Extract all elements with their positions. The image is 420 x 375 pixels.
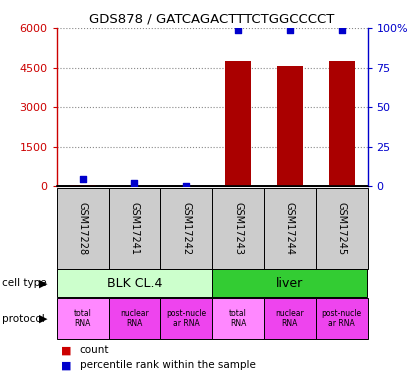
Text: nuclear
RNA: nuclear RNA xyxy=(120,309,149,328)
Text: GSM17241: GSM17241 xyxy=(129,202,139,255)
Text: post-nucle
ar RNA: post-nucle ar RNA xyxy=(322,309,362,328)
Bar xyxy=(264,298,316,339)
Text: liver: liver xyxy=(276,277,303,290)
Bar xyxy=(57,298,108,339)
Point xyxy=(183,183,189,189)
Bar xyxy=(70,185,96,186)
Bar xyxy=(212,298,264,339)
Text: ▶: ▶ xyxy=(39,314,47,324)
Text: cell type: cell type xyxy=(2,278,47,288)
Bar xyxy=(57,269,212,297)
Bar xyxy=(329,61,354,186)
Bar xyxy=(160,188,212,268)
Text: total
RNA: total RNA xyxy=(229,309,247,328)
Text: post-nucle
ar RNA: post-nucle ar RNA xyxy=(166,309,206,328)
Text: total
RNA: total RNA xyxy=(74,309,92,328)
Text: GSM17228: GSM17228 xyxy=(78,202,88,255)
Text: count: count xyxy=(80,345,109,355)
Text: GSM17243: GSM17243 xyxy=(233,202,243,255)
Bar xyxy=(225,61,251,186)
Bar xyxy=(212,269,368,297)
Text: GSM17242: GSM17242 xyxy=(181,202,191,255)
Text: percentile rank within the sample: percentile rank within the sample xyxy=(80,360,256,370)
Bar xyxy=(212,188,264,268)
Text: GSM17244: GSM17244 xyxy=(285,202,295,255)
Text: nuclear
RNA: nuclear RNA xyxy=(276,309,304,328)
Point xyxy=(235,27,242,33)
Point xyxy=(131,180,138,186)
Bar xyxy=(108,298,160,339)
Bar xyxy=(264,188,316,268)
Text: protocol: protocol xyxy=(2,314,45,324)
Point xyxy=(79,176,86,182)
Bar xyxy=(160,298,212,339)
Bar xyxy=(57,188,108,268)
Text: ▶: ▶ xyxy=(39,278,47,288)
Text: ■: ■ xyxy=(61,360,71,370)
Bar xyxy=(316,188,368,268)
Bar xyxy=(108,188,160,268)
Bar xyxy=(316,298,368,339)
Text: BLK CL.4: BLK CL.4 xyxy=(107,277,162,290)
Text: GSM17245: GSM17245 xyxy=(336,202,346,255)
Text: ■: ■ xyxy=(61,345,71,355)
Point xyxy=(338,27,345,33)
Title: GDS878 / GATCAGACTTTCTGGCCCCT: GDS878 / GATCAGACTTTCTGGCCCCT xyxy=(89,13,335,26)
Point xyxy=(286,27,293,33)
Bar xyxy=(277,66,303,186)
